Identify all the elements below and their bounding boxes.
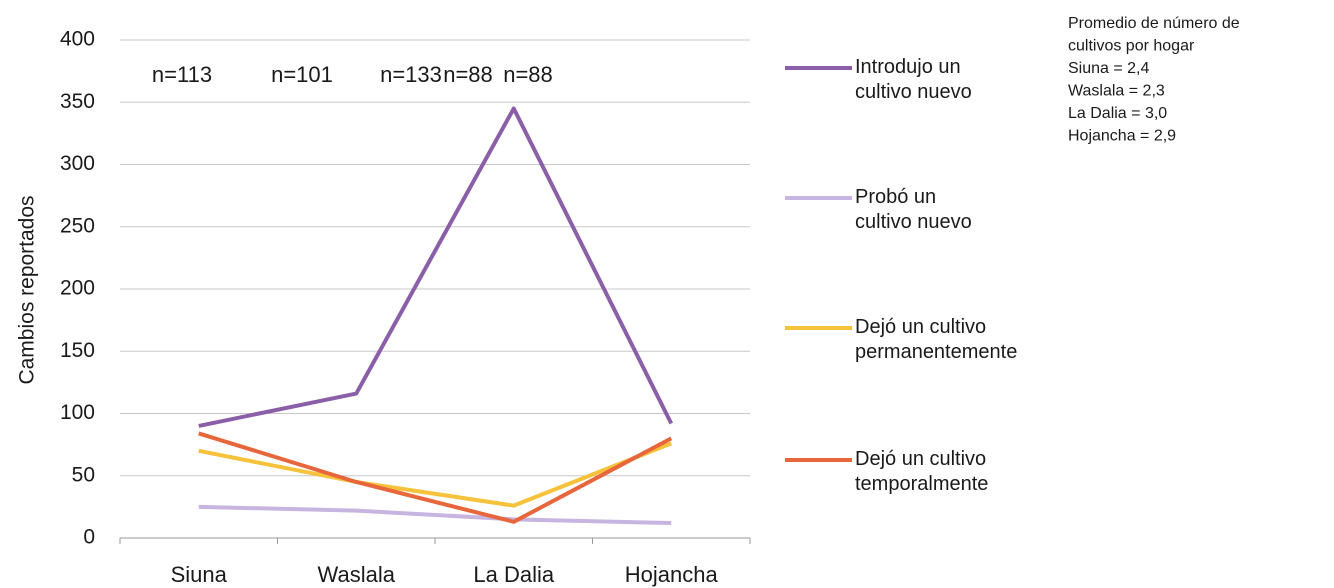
note-line: La Dalia = 3,0 [1068, 105, 1167, 122]
note-line: cultivos por hogar [1068, 38, 1195, 55]
y-axis-label: Cambios reportados [16, 195, 39, 384]
y-tick-label: 200 [60, 277, 95, 300]
y-tick-label: 150 [60, 339, 95, 362]
x-tick-label: Hojancha [625, 562, 719, 587]
note-line: Siuna = 2,4 [1068, 60, 1150, 77]
x-tick-label: La Dalia [473, 562, 554, 587]
note-line: Hojancha = 2,9 [1068, 128, 1176, 145]
note-line: Waslala = 2,3 [1068, 83, 1165, 100]
series-line [198, 106, 674, 428]
y-tick-label: 400 [60, 28, 95, 51]
y-tick-label: 50 [72, 463, 95, 486]
x-tick-label: Siuna [171, 562, 228, 587]
legend-label: Dejó un cultivo temporalmente [855, 448, 989, 495]
annotation: n=113 [152, 62, 212, 87]
y-tick-label: 0 [83, 526, 95, 549]
annotation: n=88 [443, 62, 493, 87]
series-line [198, 431, 673, 524]
y-tick-label: 100 [60, 401, 95, 424]
x-tick-label: Waslala [318, 562, 396, 587]
annotation: n=133 [380, 62, 442, 87]
y-tick-label: 350 [60, 90, 95, 113]
legend-label: Introdujo un cultivo nuevo [855, 56, 972, 103]
note-line: Promedio de número de [1068, 15, 1240, 32]
annotation: n=88 [503, 62, 553, 87]
y-tick-label: 250 [60, 214, 95, 237]
y-tick-label: 300 [60, 152, 95, 175]
legend-label: Probó un cultivo nuevo [855, 186, 972, 233]
legend-label: Dejó un cultivo permanentemente [855, 316, 1018, 363]
series-line [198, 504, 672, 526]
series-line [198, 441, 672, 508]
annotation: n=101 [271, 62, 333, 87]
